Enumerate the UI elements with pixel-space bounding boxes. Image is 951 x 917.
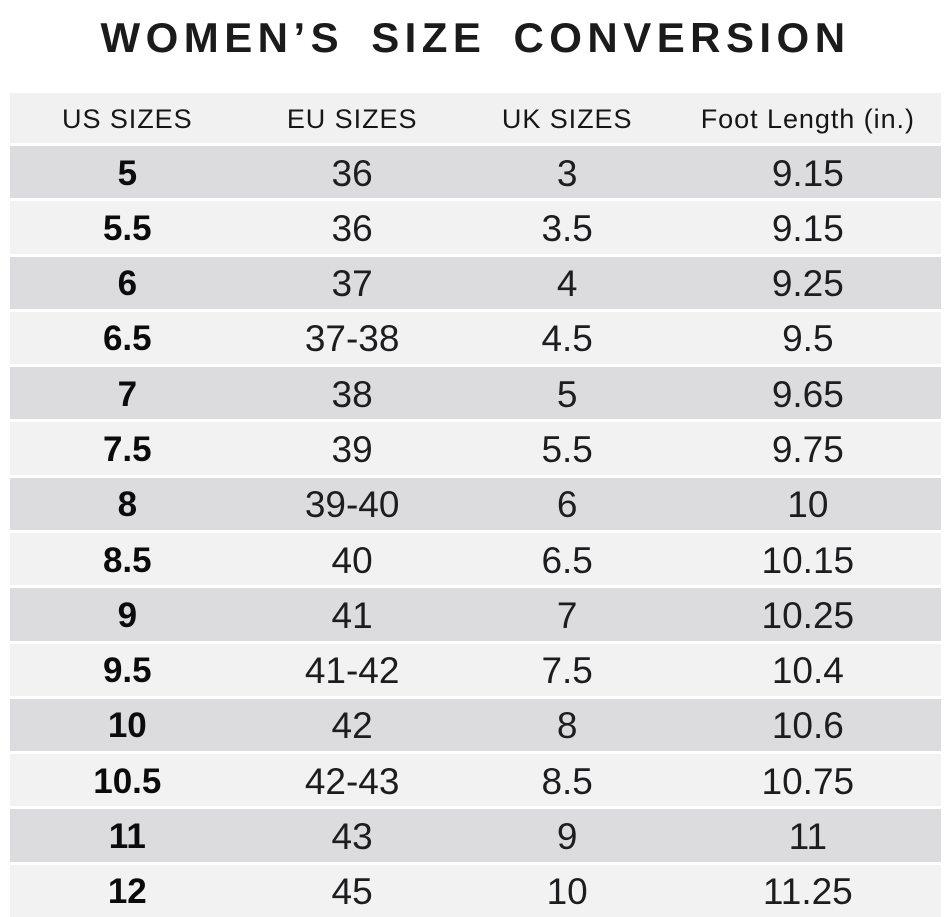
table-row: 6 37 4 9.25 <box>10 256 941 309</box>
table-row: 10.5 42-43 8.5 10.75 <box>10 754 941 807</box>
cell-us-size: 12 <box>107 872 147 912</box>
cell-foot-length: 10 <box>787 484 829 526</box>
table-row: 7 38 5 9.65 <box>10 367 941 420</box>
cell-us-size: 9 <box>117 595 138 635</box>
cell-eu-size: 38 <box>331 373 373 415</box>
cell-us-size: 8 <box>117 485 138 525</box>
cell-us-size: 6 <box>117 264 138 304</box>
cell-foot-length: 9.15 <box>771 152 844 194</box>
table-row: 7.5 39 5.5 9.75 <box>10 422 941 475</box>
cell-us-size: 6.5 <box>102 319 152 359</box>
column-header-eu-sizes: EU SIZES <box>286 103 418 134</box>
table-row: 9 41 7 10.25 <box>10 588 941 641</box>
column-header-us-sizes: US SIZES <box>62 103 193 134</box>
cell-eu-size: 37 <box>331 263 373 305</box>
cell-us-size: 7 <box>117 374 138 414</box>
table-row: 5.5 36 3.5 9.15 <box>10 201 941 254</box>
cell-uk-size: 4.5 <box>541 318 593 360</box>
cell-foot-length: 10.15 <box>761 539 855 581</box>
table-row: 8 39-40 6 10 <box>10 477 941 530</box>
table-body: 5 36 3 9.15 5.5 36 3.5 9.15 6 37 4 9.25 6.5 37-38 4.5 9… <box>10 143 941 917</box>
cell-uk-size: 6 <box>556 484 578 526</box>
cell-foot-length: 10.75 <box>761 760 855 802</box>
cell-uk-size: 7 <box>556 594 578 636</box>
cell-us-size: 9.5 <box>102 651 152 691</box>
cell-uk-size: 7.5 <box>541 650 593 692</box>
table-row: 12 45 10 11.25 <box>10 864 941 917</box>
cell-us-size: 5 <box>117 153 138 193</box>
cell-eu-size: 37-38 <box>304 318 400 360</box>
column-header-foot-length: Foot Length (in.) <box>700 103 915 134</box>
cell-us-size: 8.5 <box>102 540 152 580</box>
cell-eu-size: 42-43 <box>304 760 400 802</box>
cell-us-size: 10 <box>107 706 147 746</box>
size-conversion-table: US SIZES EU SIZES UK SIZES Foot Length (… <box>10 93 941 917</box>
table-header-row: US SIZES EU SIZES UK SIZES Foot Length (… <box>10 93 941 143</box>
cell-uk-size: 5 <box>556 373 578 415</box>
cell-eu-size: 42 <box>331 705 373 747</box>
cell-uk-size: 10 <box>546 871 588 913</box>
page-title: WOMEN’S SIZE CONVERSION <box>100 14 851 61</box>
cell-eu-size: 40 <box>331 539 373 581</box>
column-header-uk-sizes: UK SIZES <box>501 103 633 134</box>
cell-foot-length: 10.25 <box>761 594 855 636</box>
cell-foot-length: 10.4 <box>771 650 844 692</box>
cell-uk-size: 5.5 <box>541 429 593 471</box>
cell-uk-size: 3 <box>556 152 578 194</box>
table-row: 8.5 40 6.5 10.15 <box>10 532 941 586</box>
table-row: 10 42 8 10.6 <box>10 698 941 752</box>
cell-uk-size: 9 <box>556 816 578 858</box>
cell-uk-size: 3.5 <box>541 207 593 249</box>
table-row: 9.5 41-42 7.5 10.4 <box>10 643 941 696</box>
cell-foot-length: 9.75 <box>771 429 844 471</box>
cell-eu-size: 39 <box>331 429 373 471</box>
cell-foot-length: 10.6 <box>771 705 844 747</box>
cell-us-size: 5.5 <box>102 208 152 248</box>
cell-foot-length: 11.25 <box>762 871 853 913</box>
table-row: 5 36 3 9.15 <box>10 146 941 199</box>
cell-uk-size: 4 <box>556 263 578 305</box>
cell-foot-length: 9.65 <box>771 373 844 415</box>
cell-eu-size: 39-40 <box>304 484 400 526</box>
cell-foot-length: 9.25 <box>771 263 844 305</box>
cell-uk-size: 8.5 <box>541 760 593 802</box>
cell-foot-length: 11 <box>788 816 828 858</box>
table-row: 6.5 37-38 4.5 9.5 <box>10 311 941 365</box>
cell-eu-size: 45 <box>331 871 373 913</box>
cell-foot-length: 9.5 <box>782 318 834 360</box>
cell-uk-size: 6.5 <box>541 539 593 581</box>
cell-eu-size: 36 <box>331 152 373 194</box>
cell-us-size: 7.5 <box>102 430 152 470</box>
cell-foot-length: 9.15 <box>771 207 844 249</box>
cell-eu-size: 36 <box>331 207 373 249</box>
cell-eu-size: 41-42 <box>304 650 400 692</box>
cell-us-size: 10.5 <box>93 761 162 801</box>
table-row: 11 43 9 11 <box>10 809 941 862</box>
cell-eu-size: 41 <box>331 594 373 636</box>
cell-us-size: 11 <box>108 817 146 857</box>
cell-eu-size: 43 <box>331 816 373 858</box>
cell-uk-size: 8 <box>556 705 578 747</box>
